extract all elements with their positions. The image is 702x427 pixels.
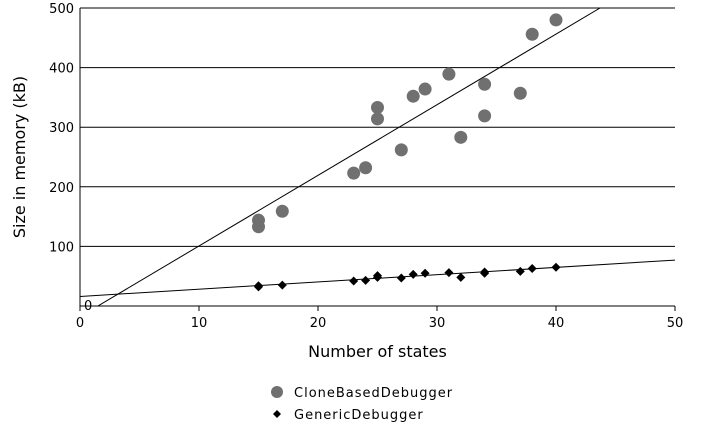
x-tick-label-40: 40 (548, 316, 565, 331)
trendline-series-0 (97, 8, 601, 306)
point-series-0-6 (371, 101, 384, 115)
trendlines (80, 8, 675, 306)
point-series-1-11 (456, 272, 466, 282)
point-series-1-8 (408, 269, 418, 279)
y-tick-label-300: 300 (49, 121, 74, 136)
gridlines (80, 7, 675, 247)
x-tick-label-50: 50 (667, 316, 684, 331)
point-series-0-3 (347, 166, 361, 180)
y-tick-label-100: 100 (49, 240, 74, 255)
x-tick-label-20: 20 (310, 316, 327, 331)
y-tick-label-200: 200 (49, 181, 74, 196)
point-series-1-10 (444, 268, 454, 278)
point-series-1-13 (480, 267, 490, 277)
legend-marker-clone-based-debugger (271, 386, 283, 398)
point-series-1-3 (349, 276, 359, 286)
point-series-0-16 (549, 13, 563, 27)
point-series-0-14 (513, 86, 527, 100)
y-tick-label-500: 500 (49, 2, 74, 17)
point-series-0-5 (371, 112, 384, 126)
x-tick-label-10: 10 (191, 316, 208, 331)
y-tick-label-0: 0 (84, 299, 92, 314)
legend-label-clone-based-debugger: CloneBasedDebugger (294, 386, 453, 401)
x-tick-label-30: 30 (429, 316, 446, 331)
y-tick-label-400: 400 (49, 62, 74, 77)
point-series-1-2 (277, 280, 287, 290)
point-series-1-6 (373, 271, 382, 281)
x-axis-label: Number of states (308, 342, 447, 361)
point-series-0-4 (359, 161, 373, 175)
legend-marker-generic-debugger (273, 410, 281, 418)
point-series-0-8 (406, 89, 420, 103)
point-series-0-9 (418, 82, 432, 96)
point-series-0-10 (442, 67, 456, 81)
point-series-0-1 (252, 213, 265, 227)
point-series-0-2 (275, 204, 289, 218)
point-series-1-14 (515, 266, 525, 276)
point-series-0-12 (478, 109, 492, 123)
point-series-0-11 (454, 130, 468, 144)
axes (79, 8, 676, 311)
x-tick-label-0: 0 (76, 316, 84, 331)
point-series-1-16 (551, 262, 561, 272)
point-series-0-13 (478, 77, 492, 91)
legend-label-generic-debugger: GenericDebugger (294, 408, 424, 423)
legend: CloneBasedDebugger GenericDebugger (271, 386, 453, 423)
point-series-1-4 (361, 275, 371, 285)
y-axis-label: Size in memory (kB) (10, 76, 29, 238)
point-series-0-7 (394, 143, 408, 157)
point-series-0-15 (525, 27, 539, 41)
data-points (252, 13, 563, 292)
point-series-1-1 (254, 281, 263, 291)
point-series-1-7 (396, 273, 406, 283)
point-series-1-15 (527, 263, 537, 273)
point-series-1-9 (420, 268, 430, 278)
